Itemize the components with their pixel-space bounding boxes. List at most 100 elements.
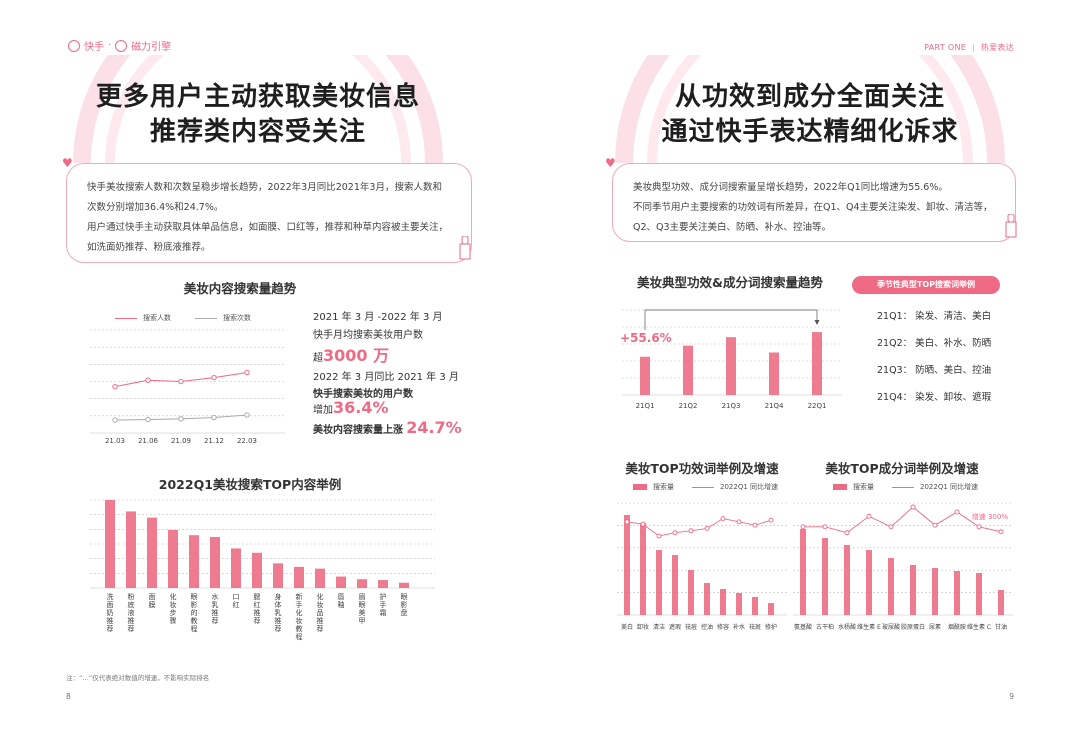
efficacy-growth-point (624, 519, 630, 525)
legend-marker-users (115, 317, 137, 319)
top-x-label: 化妆品推荐 (317, 592, 324, 633)
efficacy-bar (752, 597, 758, 615)
efficacy-x-tick: 遮瑕 (669, 623, 681, 631)
ingredient-x-tick: 甘油 (995, 623, 1007, 631)
effect-trend-title: 美妆典型功效&成分词搜索量趋势 (637, 275, 823, 290)
season-list: 21Q1： 染发、清洁、美白 21Q2： 美白、补水、防晒 21Q3： 防晒、美… (877, 303, 991, 411)
top-bar (315, 568, 325, 588)
top-bar (252, 552, 262, 588)
season-item-q4: 21Q4： 染发、卸妆、遮瑕 (877, 392, 992, 403)
efficacy-bar (656, 550, 662, 615)
efficacy-bar (704, 583, 710, 615)
quarter-x-tick: 21Q3 (722, 402, 741, 410)
efficacy-combo-chart: 美白 卸妆 清洁 遮瑕 祛痘 控油 修容 补水 祛斑 修护 (617, 502, 787, 631)
top-bar (399, 582, 409, 588)
efficacy-bar (736, 593, 742, 615)
efficacy-x-tick: 补水 (733, 623, 745, 631)
part-separator: | (971, 43, 975, 52)
stat-user-growth-label: 快手搜索美妆的用户数 (313, 389, 413, 400)
ingredient-growth-point (800, 524, 806, 530)
left-card-paragraph1: 快手美妆搜索人数和次数呈稳步增长趋势，2022年3月同比2021年3月，搜索人数… (87, 182, 442, 213)
trend-point (145, 416, 151, 423)
top-bar (231, 548, 241, 588)
trend-chart-title: 美妆内容搜索量趋势 (183, 281, 297, 296)
ingredient-bar (910, 565, 916, 615)
ingredient-x-tick: 维生素 C (967, 623, 991, 631)
trend-legend: 搜索人数 搜索次数 (115, 313, 251, 323)
quarter-bar (683, 345, 693, 395)
top-bar (273, 563, 283, 588)
left-title-line2: 推荐类内容受关注 (149, 117, 366, 147)
stat-period: 2021 年 3 月 -2022 年 3 月 (313, 312, 443, 323)
efficacy-x-tick: 卸妆 (637, 623, 649, 631)
efficacy-x-tick: 美白 (621, 623, 633, 631)
top-x-label: 水乳推荐 (212, 592, 219, 625)
efficacy-growth-point (656, 533, 662, 539)
heart-icon-right: ♥ (605, 156, 616, 170)
trend-point (178, 416, 184, 422)
legend-line-marker (692, 486, 714, 488)
right-title-line1: 从功效到成分全面关注 (674, 82, 945, 112)
ingredient-chart-title: 美妆TOP成分词举例及增速 (825, 461, 979, 476)
ingredient-bar (800, 529, 806, 615)
ingredient-bar (866, 550, 872, 615)
trend-point (145, 377, 151, 383)
ingredient-growth-point (932, 522, 938, 528)
trend-x-tick: 21.03 (105, 437, 125, 445)
quarter-bar (812, 332, 822, 395)
trend-x-tick: 21.09 (171, 437, 191, 445)
efficacy-chart-title: 美妆TOP功效词举例及增速 (625, 461, 779, 476)
right-card-paragraph1: 美妆典型功效、成分词搜索量呈增长趋势，2022年Q1同比增速为55.6%。 (633, 182, 948, 193)
season-title-badge: 季节性典型TOP搜索词举例 (852, 276, 1000, 294)
ingredient-growth-point (844, 530, 850, 536)
stat-user-growth: 增加36.4% (313, 398, 389, 417)
engine-icon (115, 39, 128, 52)
trend-point (211, 374, 217, 381)
ingredient-bar (954, 571, 960, 615)
left-title: 更多用户主动获取美妆信息 推荐类内容受关注 (68, 80, 448, 150)
legend-bar-marker-2 (833, 484, 847, 490)
growth-label: +55.6% (620, 331, 672, 345)
right-summary-card: 美妆典型功效、成分词搜索量呈增长趋势，2022年Q1同比增速为55.6%。 不同… (612, 163, 1016, 242)
title-arc-decoration-right (615, 55, 1005, 164)
brand-logo: 快手 · 磁力引擎 (68, 38, 171, 53)
efficacy-x-tick: 修护 (765, 623, 777, 631)
quarter-x-tick: 21Q4 (765, 402, 784, 410)
title-arc-decoration (73, 55, 443, 164)
top-bar (210, 536, 220, 588)
top-bar (189, 535, 199, 588)
left-title-line1: 更多用户主动获取美妆信息 (95, 82, 420, 112)
efficacy-growth-line (626, 518, 772, 537)
ingredient-growth-point (822, 524, 828, 530)
ingredient-bar (822, 538, 828, 615)
trend-x-tick: 21.06 (138, 437, 159, 445)
ingredient-legend: 搜索量 2022Q1 同比增速 (833, 482, 978, 492)
kuaishou-icon (68, 39, 80, 52)
efficacy-bar (768, 603, 774, 615)
brand-name: 快手 (84, 42, 104, 53)
top-bar (168, 529, 178, 588)
efficacy-growth-point (752, 522, 758, 528)
legend-bar-marker (633, 484, 647, 490)
efficacy-x-tick: 清洁 (653, 623, 665, 631)
efficacy-bar (720, 589, 726, 615)
ingredient-growth-point (888, 524, 894, 530)
top-x-label: 眉眼美甲 (359, 593, 366, 625)
top-x-label: 护手霜 (380, 592, 387, 617)
ingredient-x-tick: 水杨酸 (838, 623, 856, 631)
efficacy-bar (672, 555, 678, 615)
stat-monthly-users: 超3000 万 (313, 342, 389, 366)
left-summary-card: 快手美妆搜索人数和次数呈稳步增长趋势，2022年3月同比2021年3月，搜索人数… (66, 163, 472, 263)
ingredient-growth-point (910, 504, 916, 510)
trend-point (244, 369, 250, 376)
top-x-label: 新手化妆教程 (296, 592, 303, 641)
lipstick-icon-right (1005, 214, 1017, 238)
stat-yoy-period: 2022 年 3 月同比 2021 年 3 月 (313, 372, 459, 383)
part-number: PART ONE (924, 43, 967, 52)
ingredient-bar (976, 573, 982, 615)
ingredient-growth-line (803, 506, 1002, 534)
efficacy-growth-point (768, 517, 774, 523)
quarter-x-tick: 21Q2 (679, 402, 698, 410)
top-content-bar-chart: 洗面奶推荐 粉底液推荐 面膜 化妆步骤 眼影的教程 水乳推荐 口红 腮红推荐 身体乳推荐 新手化妆… (90, 499, 435, 641)
ingredient-bar (932, 568, 938, 615)
